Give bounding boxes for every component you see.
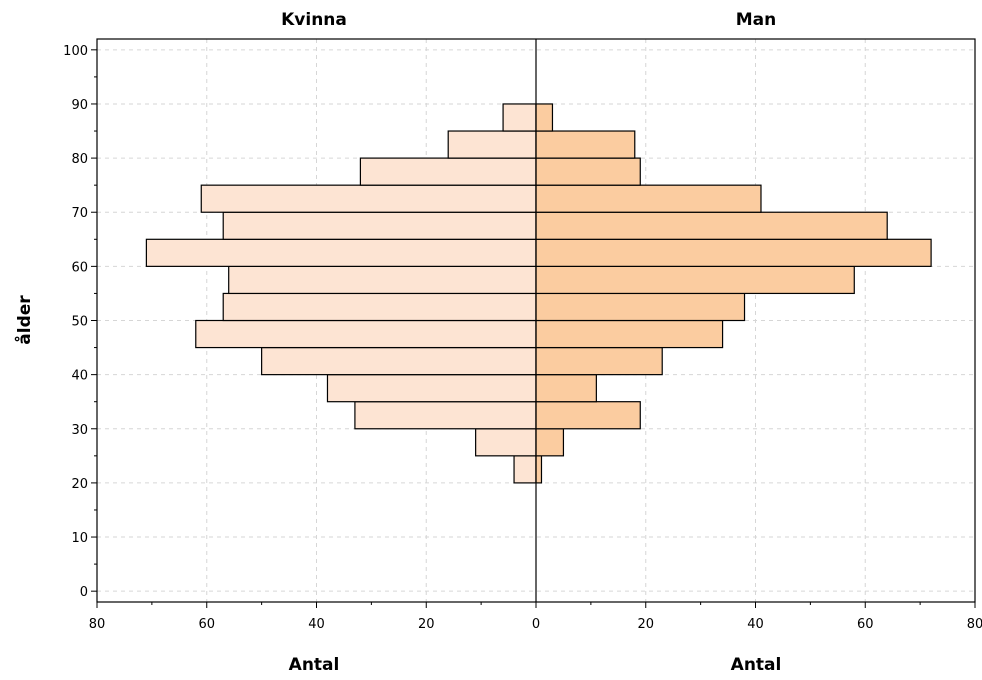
bar-man-25 bbox=[535, 428, 565, 457]
x-tick-label-4: 0 bbox=[532, 617, 540, 632]
y-tick-label-40: 40 bbox=[71, 369, 88, 384]
x-tick-label-7: 60 bbox=[857, 617, 874, 632]
bar-kvinna-65 bbox=[222, 211, 537, 240]
bar-kvinna-75 bbox=[359, 157, 537, 186]
y-tick-label-80: 80 bbox=[71, 152, 88, 167]
y-tick-label-90: 90 bbox=[71, 98, 88, 113]
bar-kvinna-20 bbox=[513, 455, 537, 484]
bar-man-35 bbox=[535, 374, 597, 403]
bar-man-20 bbox=[535, 455, 543, 484]
panel-title-left: Kvinna bbox=[281, 10, 347, 30]
bar-man-70 bbox=[535, 184, 762, 213]
y-axis-label: ålder bbox=[13, 295, 35, 345]
axes-layer: 0 10 20 30 40 50 60 70 80 90 100 80 60 40 20 0 20 40 60 80 bbox=[63, 38, 982, 632]
y-tick-label-60: 60 bbox=[71, 260, 88, 275]
x-tick-label-1: 60 bbox=[198, 617, 215, 632]
bar-kvinna-30 bbox=[354, 401, 537, 430]
bar-kvinna-40 bbox=[261, 346, 537, 376]
bar-kvinna-50 bbox=[222, 292, 537, 322]
x-tick-label-6: 40 bbox=[747, 617, 764, 632]
bar-man-65 bbox=[535, 211, 888, 240]
bar-kvinna-85 bbox=[502, 103, 537, 132]
y-tick-label-30: 30 bbox=[71, 423, 88, 438]
bar-kvinna-35 bbox=[326, 374, 537, 403]
bar-man-55 bbox=[535, 265, 855, 295]
x-tick-label-2: 40 bbox=[308, 617, 325, 632]
y-tick-label-70: 70 bbox=[71, 206, 88, 221]
panel-title-right: Man bbox=[736, 10, 777, 30]
bar-kvinna-60 bbox=[145, 238, 537, 267]
x-tick-label-3: 20 bbox=[418, 617, 435, 632]
x-axis-label-left: Antal bbox=[289, 655, 340, 675]
bar-man-40 bbox=[535, 346, 663, 376]
bar-kvinna-70 bbox=[200, 184, 537, 213]
bar-man-30 bbox=[535, 401, 641, 430]
bar-man-45 bbox=[535, 319, 724, 349]
bar-kvinna-45 bbox=[195, 319, 537, 349]
bar-man-50 bbox=[535, 292, 746, 322]
bar-kvinna-25 bbox=[475, 428, 537, 457]
y-tick-label-50: 50 bbox=[71, 315, 88, 330]
bar-kvinna-80 bbox=[447, 130, 537, 159]
bar-man-80 bbox=[535, 130, 636, 159]
bars-layer bbox=[145, 103, 932, 484]
y-tick-label-0: 0 bbox=[80, 585, 88, 600]
x-axis-label-right: Antal bbox=[731, 655, 782, 675]
x-tick-label-8: 80 bbox=[967, 617, 982, 632]
x-tick-label-0: 80 bbox=[89, 617, 106, 632]
bar-man-75 bbox=[535, 157, 641, 186]
x-tick-label-5: 20 bbox=[637, 617, 654, 632]
bar-kvinna-55 bbox=[228, 265, 537, 295]
bar-man-85 bbox=[535, 103, 554, 132]
bar-man-60 bbox=[535, 238, 932, 267]
y-tick-label-10: 10 bbox=[71, 531, 88, 546]
y-tick-label-20: 20 bbox=[71, 477, 88, 492]
y-tick-label-100: 100 bbox=[63, 44, 88, 59]
